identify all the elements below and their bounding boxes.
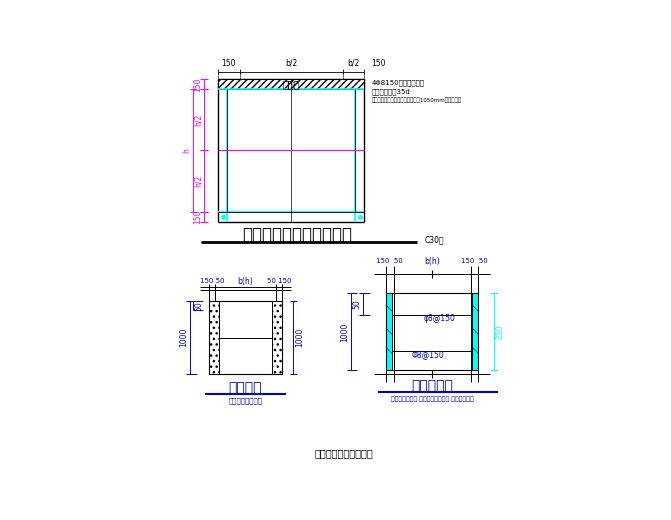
Bar <box>272 301 282 374</box>
Text: 150: 150 <box>371 59 385 68</box>
Text: h/2: h/2 <box>193 114 203 126</box>
Text: 全埋地式抗滑桩护壁详图: 全埋地式抗滑桩护壁详图 <box>242 226 352 244</box>
Text: b(h): b(h) <box>424 256 440 266</box>
Text: 50: 50 <box>352 300 361 309</box>
Text: 护壁详图: 护壁详图 <box>229 381 262 395</box>
Text: 挡土面: 挡土面 <box>282 80 300 89</box>
Text: 人工挖孔抗滑桩时设置: 人工挖孔抗滑桩时设置 <box>314 449 373 459</box>
Text: Φ8@150: Φ8@150 <box>412 350 445 359</box>
Bar <box>472 293 478 370</box>
Bar <box>209 301 219 374</box>
Text: 护壁加筋图: 护壁加筋图 <box>411 379 453 393</box>
Text: 150 50: 150 50 <box>199 278 224 284</box>
Text: 150  50: 150 50 <box>461 258 488 264</box>
Text: h: h <box>183 148 192 153</box>
Text: 上下钢筋搭接35d: 上下钢筋搭接35d <box>372 88 411 95</box>
Text: 50: 50 <box>194 301 203 310</box>
Text: 150  50: 150 50 <box>376 258 403 264</box>
Text: 250: 250 <box>495 324 505 339</box>
Text: b/2: b/2 <box>285 59 297 68</box>
Bar <box>209 301 282 374</box>
Text: C30砼: C30砼 <box>424 235 444 244</box>
Bar <box>218 80 364 89</box>
Text: b(h): b(h) <box>238 277 253 285</box>
Text: 150: 150 <box>193 210 203 224</box>
Text: 用于粘性土层段 用于强风化岩土层 用于砂土层段: 用于粘性土层段 用于强风化岩土层 用于砂土层段 <box>391 396 474 401</box>
Text: 1000: 1000 <box>295 328 304 347</box>
Text: 用于矩形孔造孔后: 用于矩形孔造孔后 <box>228 397 262 404</box>
Text: φ8@150: φ8@150 <box>424 314 456 323</box>
Text: 1000: 1000 <box>341 322 350 342</box>
Text: 1000: 1000 <box>179 328 188 347</box>
Text: 则断面图护壁宽度超出原始桩截面1050mm并上下略薄: 则断面图护壁宽度超出原始桩截面1050mm并上下略薄 <box>372 97 462 103</box>
Bar <box>386 293 392 370</box>
Text: b/2: b/2 <box>348 59 360 68</box>
Text: 150: 150 <box>221 59 236 68</box>
Text: h/2: h/2 <box>193 175 203 187</box>
Text: 150: 150 <box>193 77 203 92</box>
Text: 50 150: 50 150 <box>266 278 291 284</box>
Text: 4Φ8150双向护壁钢筋: 4Φ8150双向护壁钢筋 <box>372 80 425 86</box>
